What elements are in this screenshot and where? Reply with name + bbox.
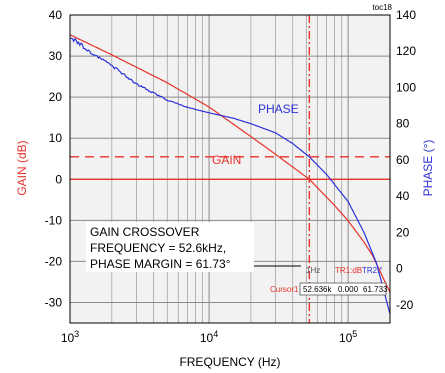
left-tick-label: 0 (55, 172, 62, 186)
right-tick-label: 140 (396, 8, 416, 22)
right-tick-label: 20 (396, 225, 410, 239)
left-tick-label: 10 (49, 131, 63, 145)
left-tick-label: 20 (49, 90, 63, 104)
right-axis-ticks: 140 120 100 80 60 40 20 0 -20 (396, 8, 416, 312)
right-tick-label: 0 (396, 262, 403, 276)
x-tick-label: 104 (200, 329, 218, 345)
x-tick-label: 103 (61, 329, 79, 345)
left-tick-label: -10 (45, 213, 63, 227)
crossover-annotation: GAIN CROSSOVER FREQUENCY = 52.6kHz, PHAS… (86, 222, 301, 272)
left-tick-label: 30 (49, 49, 63, 63)
plot-frame (69, 14, 391, 324)
right-tick-label: 100 (396, 80, 416, 94)
left-tick-label: 40 (49, 8, 63, 22)
annotation-line-1: GAIN CROSSOVER (90, 225, 200, 239)
series-label-phase: PHASE (258, 102, 299, 116)
x-axis-ticks: 103 104 105 (61, 329, 358, 345)
series-line-gain (69, 34, 391, 293)
right-axis-title: PHASE (°) (421, 140, 435, 197)
cursor-freq: 52.636k (303, 285, 332, 294)
cursor-phase: 61.733 (363, 285, 388, 294)
series-label-gain: GAIN (212, 153, 241, 167)
series-layer (69, 34, 391, 315)
right-tick-label: -20 (396, 298, 414, 312)
cursor-col-3: TR2:° (362, 266, 383, 275)
figure-tag: toc18 (372, 3, 392, 12)
cursor-col-1: 1Hz (306, 266, 320, 275)
right-tick-label: 120 (396, 44, 416, 58)
cursor-label: Cursor1 (270, 285, 299, 294)
annotation-background (86, 222, 254, 272)
cursor-gain: 0.000 (338, 285, 359, 294)
reference-lines (70, 15, 390, 323)
left-axis-title: GAIN (dB) (15, 140, 29, 195)
right-tick-label: 40 (396, 189, 410, 203)
x-axis-title: FREQUENCY (Hz) (179, 355, 280, 369)
cursor-col-2: TR1:dB (335, 266, 362, 275)
left-axis-ticks: 40 30 20 10 0 -10 -20 -30 (45, 8, 63, 309)
cursor-value-box (299, 282, 387, 296)
annotation-line-3: PHASE MARGIN = 61.73° (90, 257, 231, 271)
right-tick-label: 80 (396, 117, 410, 131)
annotation-line-2: FREQUENCY = 52.6kHz, (90, 241, 226, 255)
right-tick-label: 60 (396, 153, 410, 167)
x-tick-label: 105 (339, 329, 357, 345)
cursor-readout: 1Hz TR1:dB TR2:° Cursor1 52.636k 0.000 6… (270, 266, 388, 296)
series-line-phase (69, 37, 391, 315)
left-tick-label: -20 (45, 254, 63, 268)
left-tick-label: -30 (45, 295, 63, 309)
